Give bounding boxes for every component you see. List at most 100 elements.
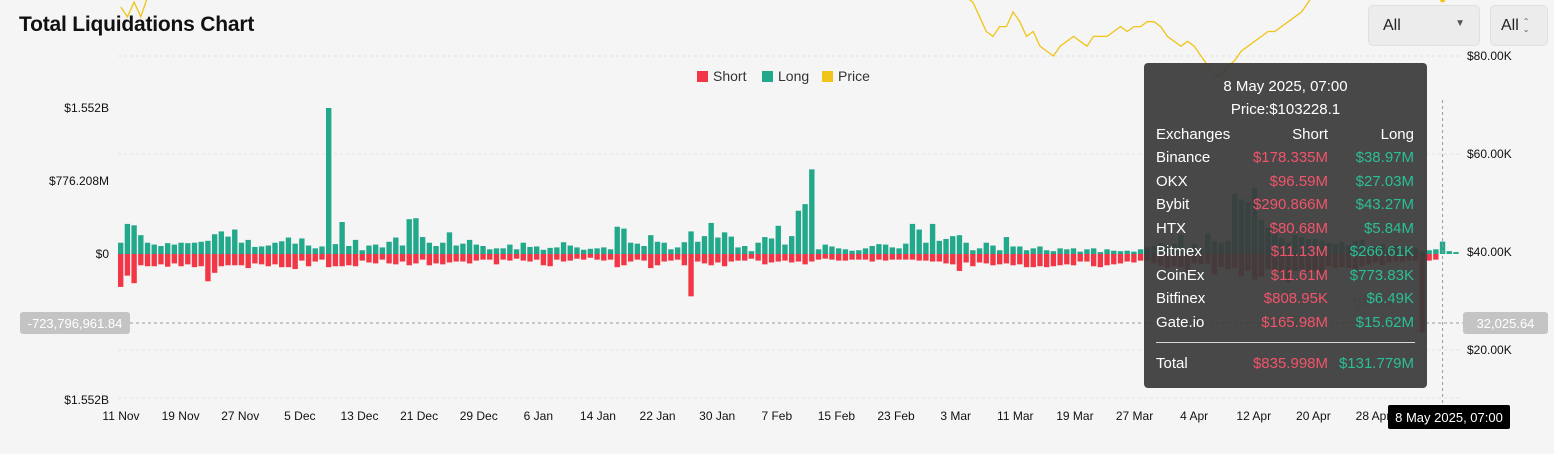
x-axis-tick: 19 Nov bbox=[162, 409, 200, 423]
short-bar bbox=[621, 254, 627, 266]
long-bar bbox=[869, 246, 875, 254]
x-axis-tick: 30 Jan bbox=[699, 409, 735, 423]
x-axis-tick: 3 Mar bbox=[940, 409, 971, 423]
short-bar bbox=[540, 254, 547, 266]
x-axis-tick: 7 Feb bbox=[761, 409, 792, 423]
tooltip-exchange: Bitfinex bbox=[1156, 290, 1206, 307]
long-bar bbox=[1117, 251, 1124, 254]
short-bar bbox=[554, 254, 560, 260]
long-bar bbox=[453, 245, 459, 254]
tooltip-short-value: $11.61M bbox=[1270, 267, 1328, 284]
short-bar bbox=[466, 254, 473, 264]
long-bar bbox=[466, 239, 473, 254]
short-bar bbox=[762, 254, 768, 265]
long-bar bbox=[164, 243, 171, 254]
short-bar bbox=[198, 254, 204, 267]
tooltip-price: Price:$103228.1 bbox=[1230, 101, 1341, 118]
long-bar bbox=[701, 236, 708, 254]
long-bar bbox=[305, 245, 312, 254]
x-axis-tick: 5 Dec bbox=[284, 409, 315, 423]
y-axis-right-tick: $60.00K bbox=[1467, 147, 1512, 161]
tooltip-short-value: $11.13M bbox=[1270, 243, 1328, 260]
short-bar bbox=[560, 254, 567, 262]
short-bar bbox=[413, 254, 419, 264]
long-bar bbox=[252, 246, 258, 254]
short-bar bbox=[1433, 254, 1439, 260]
tooltip-header-row: Exchanges Short Long bbox=[1156, 126, 1414, 146]
short-bar bbox=[258, 254, 265, 265]
long-bar bbox=[393, 237, 399, 254]
long-bar bbox=[124, 223, 131, 254]
short-bar bbox=[151, 254, 157, 267]
long-bar bbox=[1017, 246, 1023, 254]
short-bar bbox=[1030, 254, 1036, 268]
short-bar bbox=[1084, 254, 1090, 262]
long-bar bbox=[1077, 251, 1083, 254]
exchange-select[interactable]: All ⌃ ⌄ bbox=[1490, 5, 1548, 46]
tooltip-short-value: $165.98M bbox=[1261, 314, 1328, 331]
x-axis-tick: 13 Dec bbox=[340, 409, 378, 423]
short-bar bbox=[815, 254, 822, 260]
short-bar bbox=[943, 254, 949, 264]
short-bar bbox=[178, 254, 184, 267]
short-bar bbox=[520, 254, 526, 261]
long-bar bbox=[695, 241, 701, 254]
long-bar bbox=[1439, 241, 1446, 254]
short-bar bbox=[822, 254, 828, 259]
short-bar bbox=[453, 254, 459, 262]
long-bar bbox=[728, 236, 734, 254]
short-bar bbox=[185, 254, 191, 265]
short-bar bbox=[1037, 254, 1043, 267]
short-bar bbox=[144, 254, 151, 267]
short-bar bbox=[916, 254, 922, 261]
short-bar bbox=[527, 254, 533, 262]
tooltip-row: OKX $96.59M $27.03M bbox=[1156, 173, 1414, 193]
long-bar bbox=[547, 247, 553, 254]
short-bar bbox=[950, 254, 956, 265]
long-bar bbox=[594, 248, 600, 254]
short-bar bbox=[695, 254, 701, 262]
tooltip-row: Binance $178.335M $38.97M bbox=[1156, 149, 1414, 169]
short-bar bbox=[1064, 254, 1070, 265]
long-bar bbox=[480, 246, 486, 254]
short-bar bbox=[567, 254, 573, 261]
long-bar bbox=[862, 248, 869, 254]
time-range-value: All bbox=[1383, 16, 1401, 34]
long-bar bbox=[990, 245, 996, 254]
long-bar bbox=[1097, 252, 1104, 254]
tooltip-total-long: $131.779M bbox=[1338, 355, 1414, 372]
tooltip-long-value: $27.03M bbox=[1355, 173, 1414, 190]
long-bar bbox=[493, 248, 500, 254]
time-range-select[interactable]: All ▼ bbox=[1368, 5, 1480, 46]
short-bar bbox=[1010, 254, 1016, 266]
short-bar bbox=[433, 254, 439, 264]
crosshair-x-label: 8 May 2025, 07:00 bbox=[1388, 405, 1510, 429]
long-bar bbox=[339, 222, 345, 254]
short-bar bbox=[1077, 254, 1083, 262]
long-bar bbox=[426, 242, 433, 254]
short-bar bbox=[534, 254, 540, 260]
long-bar bbox=[889, 247, 896, 254]
long-bar bbox=[520, 242, 526, 254]
long-bar bbox=[352, 239, 359, 254]
tooltip-short-value: $96.59M bbox=[1269, 173, 1328, 190]
short-bar bbox=[386, 254, 392, 264]
short-bar bbox=[755, 254, 761, 261]
long-bar bbox=[178, 242, 184, 254]
long-bar bbox=[1003, 237, 1010, 254]
tooltip-exchange: Bybit bbox=[1156, 196, 1190, 213]
long-bar bbox=[299, 238, 305, 254]
long-bar bbox=[956, 235, 963, 254]
short-bar bbox=[513, 254, 520, 259]
long-bar bbox=[963, 242, 969, 254]
tooltip-short-value: $80.68M bbox=[1269, 220, 1328, 237]
long-bar bbox=[621, 228, 627, 254]
short-bar bbox=[936, 254, 942, 262]
short-bar bbox=[272, 254, 278, 265]
long-bar bbox=[560, 242, 567, 254]
long-bar bbox=[829, 246, 835, 254]
long-bar bbox=[279, 241, 285, 254]
short-bar bbox=[627, 254, 634, 262]
long-bar bbox=[976, 248, 983, 254]
short-bar bbox=[406, 254, 412, 266]
